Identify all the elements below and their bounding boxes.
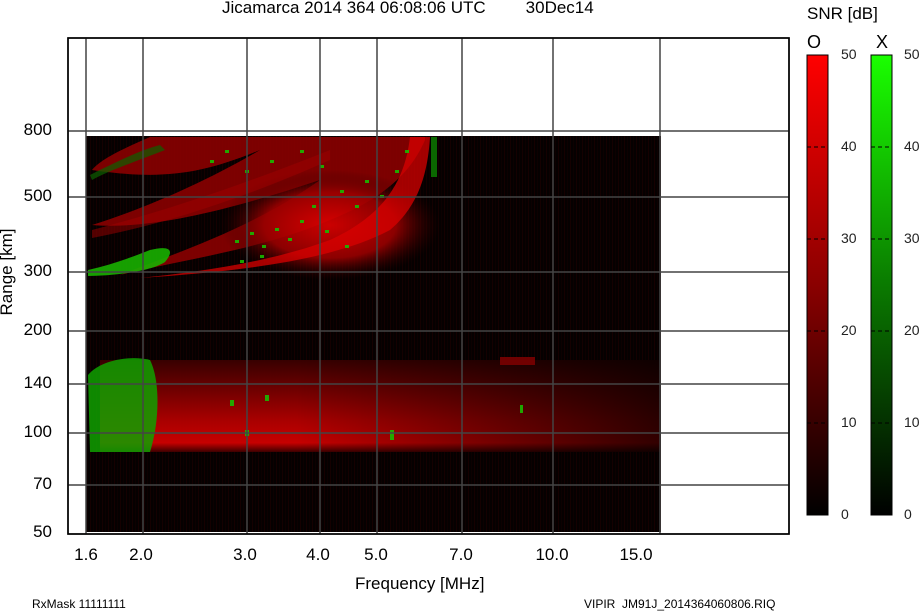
x-tick-4.0: 4.0 <box>306 545 330 564</box>
plot-title: Jicamarca 2014 364 06:08:06 UTC 30Dec14 <box>222 0 594 18</box>
cb-x-tick-50: 50 <box>904 46 920 62</box>
colorbar-o <box>806 54 829 516</box>
y-axis-title: Range [km] <box>0 228 16 316</box>
colorbar-o-label: O <box>807 32 822 52</box>
x-tick-10.0: 10.0 <box>535 545 569 564</box>
cb-o-tick-40: 40 <box>841 138 857 154</box>
x-tick-3.0: 3.0 <box>233 545 257 564</box>
colorbar-title: SNR [dB] <box>807 4 878 23</box>
cb-x-tick-40: 40 <box>904 138 920 154</box>
cb-o-tick-50: 50 <box>841 46 857 62</box>
title-text: Jicamarca 2014 364 06:08:06 UTC <box>222 0 486 17</box>
y-tick-50: 50 <box>33 522 52 541</box>
x-tick-2.0: 2.0 <box>129 545 153 564</box>
y-tick-100: 100 <box>23 422 52 441</box>
x-tick-5.0: 5.0 <box>364 545 388 564</box>
title-date: 30Dec14 <box>525 0 594 17</box>
y-tick-500: 500 <box>23 186 52 205</box>
y-tick-800: 800 <box>23 120 52 139</box>
x-tick-15.0: 15.0 <box>619 545 653 564</box>
x-tick-1.6: 1.6 <box>74 545 98 564</box>
y-tick-200: 200 <box>23 320 52 339</box>
cb-o-tick-10: 10 <box>841 414 857 430</box>
colorbar-x-label: X <box>876 32 889 52</box>
x-axis-title: Frequency [MHz] <box>355 574 485 593</box>
cb-o-tick-30: 30 <box>841 230 857 246</box>
cb-x-tick-30: 30 <box>904 230 920 246</box>
y-tick-300: 300 <box>23 261 52 280</box>
cb-o-tick-20: 20 <box>841 322 857 338</box>
y-tick-140: 140 <box>23 373 52 392</box>
colorbar-x <box>870 54 893 516</box>
grid-lines <box>68 38 789 534</box>
x-tick-7.0: 7.0 <box>449 545 473 564</box>
cb-x-tick-20: 20 <box>904 322 920 338</box>
filename-label: VIPIR JM91J_2014364060806.RIQ <box>584 597 776 611</box>
cb-o-tick-0: 0 <box>841 506 849 522</box>
rxmask-label: RxMask 11111111 <box>32 597 126 611</box>
cb-x-tick-0: 0 <box>904 506 912 522</box>
heatmap-data <box>86 136 661 532</box>
cb-x-tick-10: 10 <box>904 414 920 430</box>
y-tick-70: 70 <box>33 474 52 493</box>
